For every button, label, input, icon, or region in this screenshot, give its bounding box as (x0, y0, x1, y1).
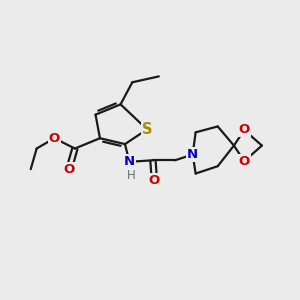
Text: O: O (63, 163, 75, 176)
Text: O: O (238, 155, 250, 168)
Text: N: N (124, 155, 135, 168)
Text: O: O (149, 174, 160, 188)
Text: O: O (49, 132, 60, 145)
Text: H: H (127, 169, 135, 182)
Text: S: S (142, 122, 152, 137)
Text: N: N (187, 148, 198, 161)
Text: O: O (238, 124, 250, 136)
